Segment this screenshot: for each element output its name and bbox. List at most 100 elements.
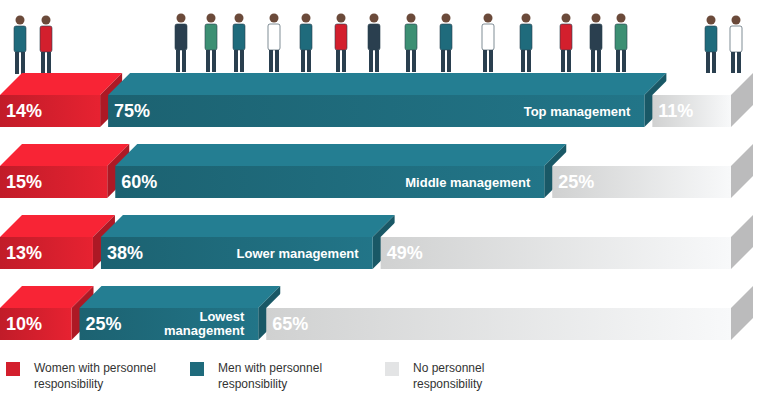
legend-label: Women with personnelresponsibility: [34, 361, 156, 391]
legend-label: No personnelresponsibility: [413, 361, 484, 391]
person-head: [484, 14, 493, 23]
person-head: [522, 14, 531, 23]
bar-segment: [381, 215, 753, 269]
person-leg: [176, 50, 180, 72]
plot-area: [0, 73, 753, 340]
person-leg: [206, 50, 210, 72]
person-leg: [412, 50, 416, 72]
person-leg: [342, 50, 346, 72]
bar-segment: [108, 73, 666, 127]
person-head: [302, 14, 311, 23]
person-figure: [615, 14, 627, 73]
category-label: Lowestmanagement: [164, 309, 245, 338]
person-head: [442, 14, 451, 23]
person-figure: [705, 16, 717, 75]
person-body: [233, 24, 245, 50]
legend-label-line: Women with personnel: [34, 361, 156, 375]
person-leg: [47, 52, 51, 74]
bar: [115, 166, 544, 198]
person-figure: [40, 16, 52, 75]
person-head: [42, 16, 51, 25]
bar-segment: [552, 144, 753, 198]
person-leg: [731, 52, 735, 74]
person-body: [40, 26, 52, 52]
bar-top-face: [381, 215, 753, 237]
legend-label-line: responsibility: [218, 377, 287, 391]
data-label: 38%: [107, 243, 143, 263]
person-leg: [21, 52, 25, 74]
bar-top-face: [108, 73, 666, 95]
person-leg: [622, 50, 626, 72]
legend-label: Men with personnelresponsibility: [218, 361, 322, 391]
data-label: 25%: [86, 314, 122, 334]
person-leg: [737, 52, 741, 74]
bar-segment: [652, 73, 753, 127]
bar: [266, 308, 731, 340]
person-figure: [300, 14, 312, 73]
person-leg: [441, 50, 445, 72]
chart: 14%75%11%Top management15%60%25%Middle m…: [0, 0, 768, 398]
people-illustration: [14, 14, 742, 75]
bar: [108, 95, 644, 127]
person-head: [270, 14, 279, 23]
person-body: [335, 24, 347, 50]
bar: [381, 237, 731, 269]
person-leg: [234, 50, 238, 72]
bar: [552, 166, 731, 198]
legend-swatch: [6, 362, 20, 376]
legend-swatch: [385, 362, 399, 376]
data-label: 11%: [658, 101, 693, 121]
bar-top-face: [80, 286, 281, 308]
person-head: [592, 14, 601, 23]
bar-top-face: [266, 286, 753, 308]
category-label: Lower management: [237, 246, 360, 261]
category-label: Top management: [524, 104, 631, 119]
person-body: [368, 24, 380, 50]
bar-segment: [115, 144, 566, 198]
data-label: 75%: [114, 101, 150, 121]
person-leg: [447, 50, 451, 72]
person-figure: [14, 16, 26, 75]
data-label: 60%: [121, 172, 157, 192]
person-leg: [301, 50, 305, 72]
person-head: [407, 14, 416, 23]
person-body: [405, 24, 417, 50]
legend: Women with personnelresponsibilityMen wi…: [6, 361, 484, 391]
person-leg: [567, 50, 571, 72]
person-figure: [520, 14, 532, 73]
person-figure: [205, 14, 217, 73]
person-leg: [182, 50, 186, 72]
person-figure: [440, 14, 452, 73]
person-leg: [406, 50, 410, 72]
bar: [0, 166, 107, 198]
person-body: [300, 24, 312, 50]
person-head: [732, 16, 741, 25]
person-leg: [527, 50, 531, 72]
person-body: [590, 24, 602, 50]
person-figure: [233, 14, 245, 73]
person-figure: [590, 14, 602, 73]
person-leg: [597, 50, 601, 72]
person-leg: [489, 50, 493, 72]
legend-label-line: responsibility: [413, 377, 482, 391]
person-leg: [212, 50, 216, 72]
bar: [0, 237, 93, 269]
data-label: 15%: [6, 172, 42, 192]
person-leg: [521, 50, 525, 72]
person-leg: [269, 50, 273, 72]
category-label: Middle management: [405, 175, 531, 190]
person-figure: [560, 14, 572, 73]
bar: [101, 237, 373, 269]
person-head: [562, 14, 571, 23]
person-head: [235, 14, 244, 23]
person-head: [16, 16, 25, 25]
person-body: [520, 24, 532, 50]
person-head: [707, 16, 716, 25]
bar: [0, 308, 72, 340]
person-figure: [268, 14, 280, 73]
person-leg: [712, 52, 716, 74]
bar-segment: [0, 73, 122, 127]
person-head: [177, 14, 186, 23]
person-body: [615, 24, 627, 50]
data-label: 25%: [558, 172, 594, 192]
